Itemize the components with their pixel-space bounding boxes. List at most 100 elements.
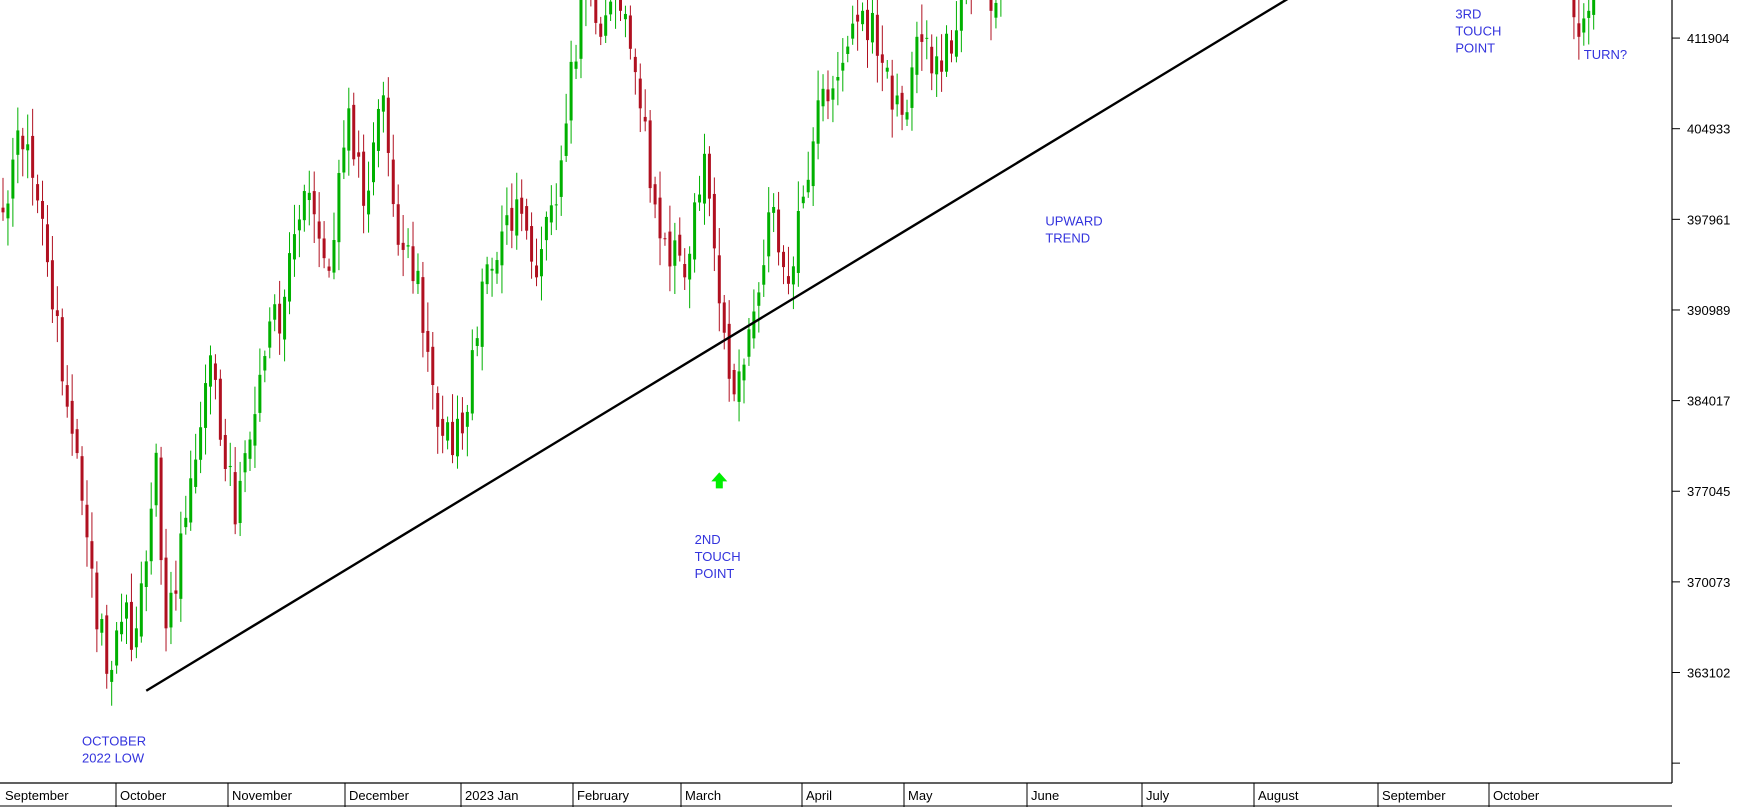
candle <box>500 205 504 294</box>
candle <box>1 177 5 221</box>
x-month-label: September <box>1382 788 1446 803</box>
candle <box>233 447 237 535</box>
candle <box>752 289 756 349</box>
candle <box>628 5 632 60</box>
candle <box>446 416 450 450</box>
candle <box>619 0 622 21</box>
candle <box>426 302 430 372</box>
candle <box>253 386 257 468</box>
candle <box>367 161 371 233</box>
annotation-label: 3RD TOUCH POINT <box>1455 7 1501 56</box>
y-tick-label: 397961 <box>1687 212 1730 227</box>
candle <box>273 294 277 332</box>
candle <box>604 0 608 43</box>
candle <box>381 81 385 133</box>
candle <box>218 369 222 446</box>
candle <box>292 204 296 277</box>
candle <box>105 604 109 689</box>
x-month-label: December <box>349 788 410 803</box>
candle <box>50 235 54 323</box>
candle <box>782 245 786 285</box>
annotation-label: 2ND TOUCH POINT <box>695 532 741 581</box>
candle <box>362 134 366 234</box>
candle <box>347 87 351 176</box>
candle <box>816 70 820 160</box>
candle <box>352 92 356 166</box>
candle <box>179 511 183 622</box>
candle <box>1577 0 1581 60</box>
candle <box>154 443 158 517</box>
candle <box>194 433 198 494</box>
candle <box>436 386 440 454</box>
candle <box>505 187 509 245</box>
candle <box>283 289 287 362</box>
candle <box>297 204 301 258</box>
candle <box>337 159 341 271</box>
candle <box>698 175 702 211</box>
candle <box>376 99 380 168</box>
candle <box>372 122 375 196</box>
candle <box>480 268 484 371</box>
candle <box>970 0 972 15</box>
candle <box>549 185 553 236</box>
y-tick-label: 390989 <box>1687 303 1730 318</box>
candle <box>470 329 474 421</box>
candle <box>796 181 800 287</box>
candle <box>1572 0 1576 40</box>
candle <box>288 232 292 315</box>
candle <box>732 363 736 402</box>
candle <box>539 226 543 301</box>
candle <box>100 613 104 646</box>
candle <box>1592 0 1596 30</box>
candle <box>930 34 934 91</box>
candle <box>949 30 953 63</box>
annotation-label: UPWARD TREND <box>1045 213 1102 245</box>
candle <box>653 176 657 219</box>
candle <box>945 25 949 77</box>
candle <box>811 127 815 206</box>
candle <box>786 246 790 295</box>
y-tick-label: 363102 <box>1687 666 1730 681</box>
candle <box>451 394 455 464</box>
candle <box>900 85 904 131</box>
candle <box>208 345 212 415</box>
candle <box>342 120 346 180</box>
candle <box>322 221 326 269</box>
x-month-label: 2023 Jan <box>465 788 519 803</box>
trendlines-layer <box>145 0 1289 692</box>
candle <box>31 108 35 206</box>
candle <box>149 482 153 575</box>
candle <box>174 560 178 611</box>
candle <box>959 0 963 53</box>
candle <box>806 151 810 198</box>
candle <box>213 354 217 400</box>
x-month-label: May <box>908 788 933 803</box>
candle <box>579 0 583 79</box>
candle <box>569 40 573 144</box>
candle <box>1582 3 1586 46</box>
candle <box>772 193 776 233</box>
candle <box>762 239 766 297</box>
x-month-label: June <box>1031 788 1059 803</box>
candle <box>668 205 672 292</box>
annotation-label: TURN? <box>1584 47 1627 62</box>
candle <box>615 0 617 29</box>
x-month-label: August <box>1258 788 1299 803</box>
candle <box>866 0 869 68</box>
candle <box>777 191 781 266</box>
candle <box>702 133 706 225</box>
candle <box>26 114 30 179</box>
candle <box>638 63 642 133</box>
candle <box>915 21 919 94</box>
candle <box>189 450 193 531</box>
candle <box>258 348 262 422</box>
candle <box>332 212 336 280</box>
candle <box>717 228 721 332</box>
candle <box>688 246 692 309</box>
candle <box>327 258 331 278</box>
candle <box>115 621 119 674</box>
candle <box>559 145 563 216</box>
candle <box>574 44 578 80</box>
